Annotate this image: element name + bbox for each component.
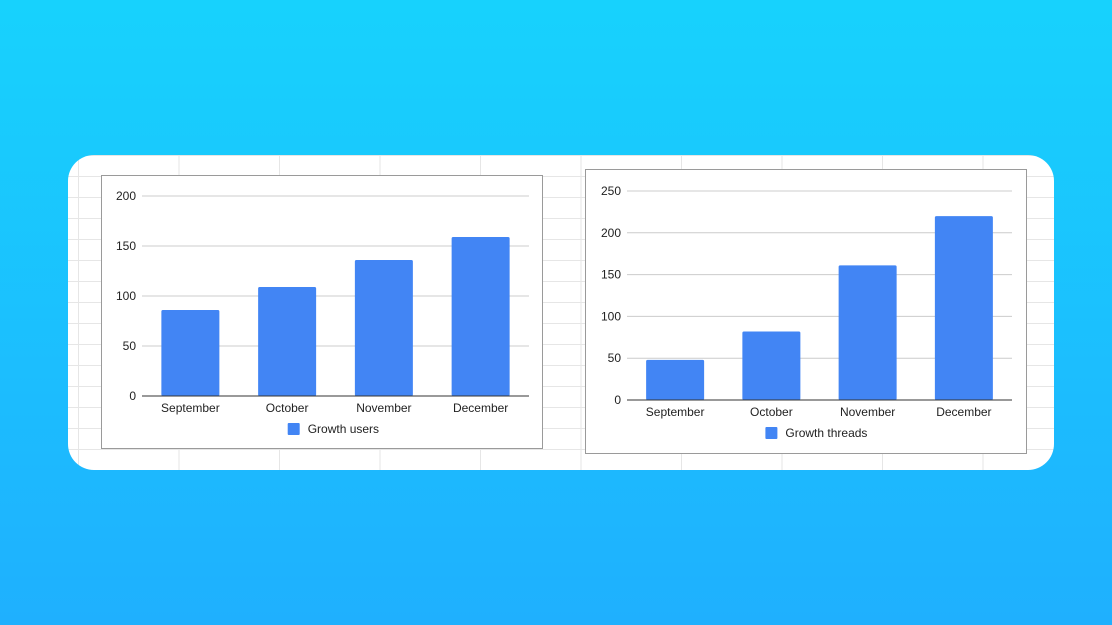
users-chart[interactable]: 0 50 100 150 200 September October November Dece… [101,175,543,449]
threads-y-tick-label: 250 [601,184,621,198]
threads-chart[interactable]: 0 50 100 150 200 250 September October November D… [585,169,1027,454]
threads-y-tick-label: 150 [601,268,621,282]
users-bar-december[interactable] [451,237,510,396]
users-chart-svg: 0 50 100 150 200 September October November Dece… [116,189,529,436]
threads-y-tick-label: 50 [608,351,622,365]
threads-bar-november[interactable] [838,265,897,400]
users-bar-november[interactable] [354,260,413,396]
users-bar-october[interactable] [258,287,317,396]
users-x-tick-label: October [266,401,309,415]
users-y-tick-label: 0 [129,389,136,403]
threads-x-tick-label: November [840,405,895,419]
users-legend-swatch [287,423,300,435]
users-bar-september[interactable] [161,310,220,396]
users-y-tick-label: 50 [123,339,137,353]
threads-x-tick-label: December [936,405,991,419]
users-x-tick-label: November [356,401,411,415]
threads-bar-september[interactable] [646,359,705,400]
threads-legend-label: Growth threads [785,426,867,440]
threads-bar-december[interactable] [934,216,993,400]
threads-chart-svg: 0 50 100 150 200 250 September October November D… [601,184,1012,440]
users-y-tick-label: 150 [116,239,136,253]
threads-y-tick-label: 200 [601,226,621,240]
users-y-tick-label: 200 [116,189,136,203]
threads-x-tick-label: September [646,405,705,419]
users-x-tick-label: September [161,401,220,415]
threads-legend-swatch [765,427,778,439]
threads-bar-october[interactable] [742,331,801,400]
threads-y-tick-label: 100 [601,309,621,323]
users-legend-label: Growth users [308,422,379,436]
users-y-tick-label: 100 [116,289,136,303]
users-x-tick-label: December [453,401,508,415]
threads-x-tick-label: October [750,405,793,419]
threads-y-tick-label: 0 [614,393,621,407]
